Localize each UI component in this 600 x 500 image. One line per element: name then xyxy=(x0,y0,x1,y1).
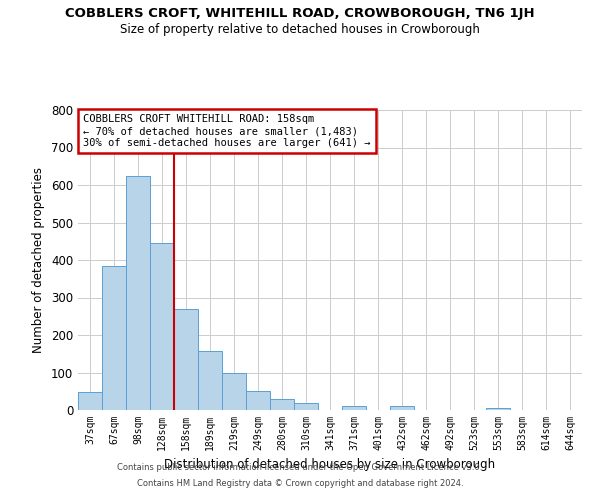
Bar xyxy=(246,390,270,410)
Text: COBBLERS CROFT, WHITEHILL ROAD, CROWBOROUGH, TN6 1JH: COBBLERS CROFT, WHITEHILL ROAD, CROWBORO… xyxy=(65,8,535,20)
X-axis label: Distribution of detached houses by size in Crowborough: Distribution of detached houses by size … xyxy=(164,458,496,471)
Text: Contains public sector information licensed under the Open Government Licence v3: Contains public sector information licen… xyxy=(118,464,482,472)
Bar xyxy=(174,308,198,410)
Bar xyxy=(150,243,174,410)
Bar xyxy=(102,266,126,410)
Bar xyxy=(198,351,222,410)
Y-axis label: Number of detached properties: Number of detached properties xyxy=(32,167,46,353)
Text: Size of property relative to detached houses in Crowborough: Size of property relative to detached ho… xyxy=(120,22,480,36)
Bar xyxy=(270,399,294,410)
Bar xyxy=(294,403,318,410)
Bar xyxy=(222,373,246,410)
Bar xyxy=(78,392,102,410)
Bar xyxy=(390,406,414,410)
Bar xyxy=(342,406,366,410)
Bar xyxy=(126,176,150,410)
Text: COBBLERS CROFT WHITEHILL ROAD: 158sqm
← 70% of detached houses are smaller (1,48: COBBLERS CROFT WHITEHILL ROAD: 158sqm ← … xyxy=(83,114,371,148)
Text: Contains HM Land Registry data © Crown copyright and database right 2024.: Contains HM Land Registry data © Crown c… xyxy=(137,478,463,488)
Bar xyxy=(486,408,510,410)
